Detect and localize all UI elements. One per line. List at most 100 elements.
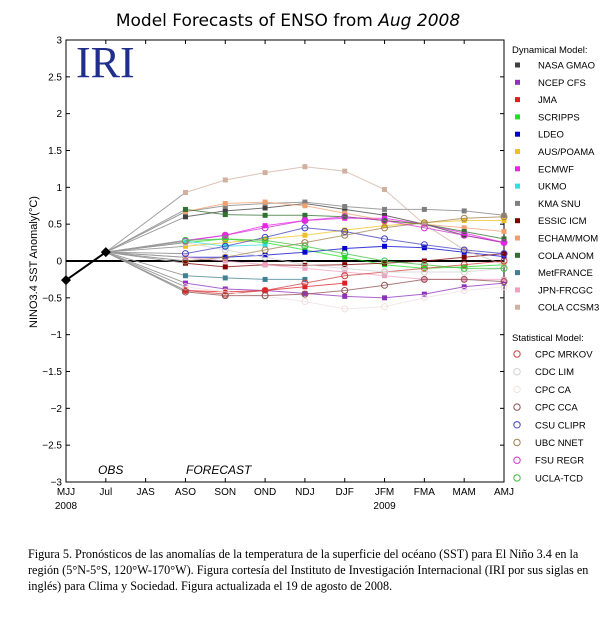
- legend-marker: [513, 474, 521, 482]
- series-line: [185, 275, 305, 280]
- series-point: [381, 257, 389, 265]
- y-tick-label: 2.5: [48, 72, 62, 83]
- series-point: [500, 283, 508, 291]
- legend-marker: [515, 79, 520, 85]
- legend-dynamical-title: Dynamical Model:: [512, 45, 588, 56]
- series-point: [222, 240, 228, 246]
- series-point: [262, 262, 268, 268]
- observed-line: [65, 251, 107, 281]
- legend-marker: [515, 62, 520, 68]
- fan-line: [105, 251, 186, 293]
- series-point: [301, 279, 309, 287]
- x-tick-label: DJF: [336, 487, 354, 498]
- series-point: [382, 206, 388, 212]
- fan-line: [105, 209, 186, 253]
- series-point: [302, 290, 308, 296]
- series-point: [342, 280, 348, 286]
- series-point: [301, 242, 309, 250]
- series-point: [261, 224, 269, 232]
- series-point: [341, 286, 349, 294]
- series-point: [460, 214, 468, 222]
- series-point: [382, 295, 388, 301]
- legend-marker: [515, 131, 520, 137]
- chart-title: Model Forecasts of ENSO from Aug 2008: [116, 11, 460, 31]
- series-point: [302, 276, 308, 282]
- legend-entry: COLA CCSM3: [538, 303, 599, 314]
- iri-logo: IRI: [76, 38, 135, 87]
- legend-entry: LDEO: [538, 130, 564, 141]
- legend-marker: [513, 350, 521, 358]
- series-point: [302, 203, 308, 209]
- legend-entry: KMA SNU: [538, 199, 581, 210]
- series-point: [381, 303, 389, 311]
- series-point: [342, 254, 348, 260]
- series-point: [181, 236, 189, 244]
- series-point: [261, 246, 269, 254]
- series-point: [500, 213, 508, 221]
- figure-caption: Figura 5. Pronósticos de las anomalías d…: [28, 547, 589, 593]
- legend-entry: CPC MRKOV: [535, 350, 593, 361]
- legend-marker: [513, 368, 521, 376]
- series-line: [185, 216, 505, 244]
- y-tick-label: −3: [51, 478, 63, 489]
- series-point: [421, 258, 427, 264]
- y-tick-label: 0.5: [48, 220, 62, 231]
- series-point: [342, 206, 348, 212]
- series-point: [381, 281, 389, 289]
- chart-title-main: Model Forecasts of ENSO from: [116, 11, 373, 31]
- series-point: [182, 260, 188, 266]
- series-point: [341, 272, 349, 280]
- series-point: [382, 260, 388, 266]
- series-point: [420, 268, 428, 276]
- series-point: [302, 199, 308, 205]
- series-point: [302, 249, 308, 255]
- series-point: [461, 284, 467, 290]
- series-point: [222, 201, 228, 207]
- y-tick-label: −2: [51, 404, 63, 415]
- x-tick-label: Jul: [99, 487, 112, 498]
- series-point: [182, 238, 188, 244]
- series-point: [182, 214, 188, 220]
- legend-marker: [515, 235, 520, 241]
- y-tick-label: 3: [56, 36, 62, 47]
- series-point: [461, 229, 467, 235]
- series-point: [341, 305, 349, 313]
- x-tick-label: AMJ: [494, 487, 514, 498]
- series-point: [262, 212, 268, 218]
- series-point: [420, 224, 428, 232]
- legend-entry: JMA: [538, 95, 558, 106]
- series-point: [500, 239, 508, 247]
- series-point: [460, 246, 468, 254]
- legend-marker: [515, 149, 520, 154]
- series-point: [342, 168, 348, 174]
- legend-statistical-title: Statistical Model:: [512, 333, 584, 344]
- fan-line: [105, 251, 186, 284]
- series-point: [342, 245, 348, 251]
- legend-entry: NASA GMAO: [538, 61, 595, 72]
- series-point: [261, 292, 269, 300]
- series-point: [341, 250, 349, 258]
- series-point: [501, 280, 507, 286]
- series-point: [460, 268, 468, 276]
- series-point: [341, 213, 349, 221]
- series-point: [421, 206, 427, 212]
- x-tick-label: JFM: [375, 487, 394, 498]
- series-point: [341, 228, 349, 236]
- series-point: [222, 258, 228, 264]
- x-tick-label: MAM: [453, 487, 476, 498]
- series-point: [222, 264, 228, 270]
- series-point: [381, 224, 389, 232]
- series-point: [500, 250, 508, 258]
- fan-line: [105, 245, 186, 253]
- series-point: [381, 268, 389, 276]
- series-point: [182, 254, 188, 260]
- series-point: [222, 212, 228, 218]
- series-point: [501, 251, 507, 257]
- series-point: [221, 288, 229, 296]
- series-point: [301, 224, 309, 232]
- series-point: [461, 208, 467, 214]
- series-point: [501, 212, 507, 218]
- observed-point: [61, 275, 71, 286]
- fan-line: [105, 251, 186, 288]
- series-point: [262, 223, 268, 229]
